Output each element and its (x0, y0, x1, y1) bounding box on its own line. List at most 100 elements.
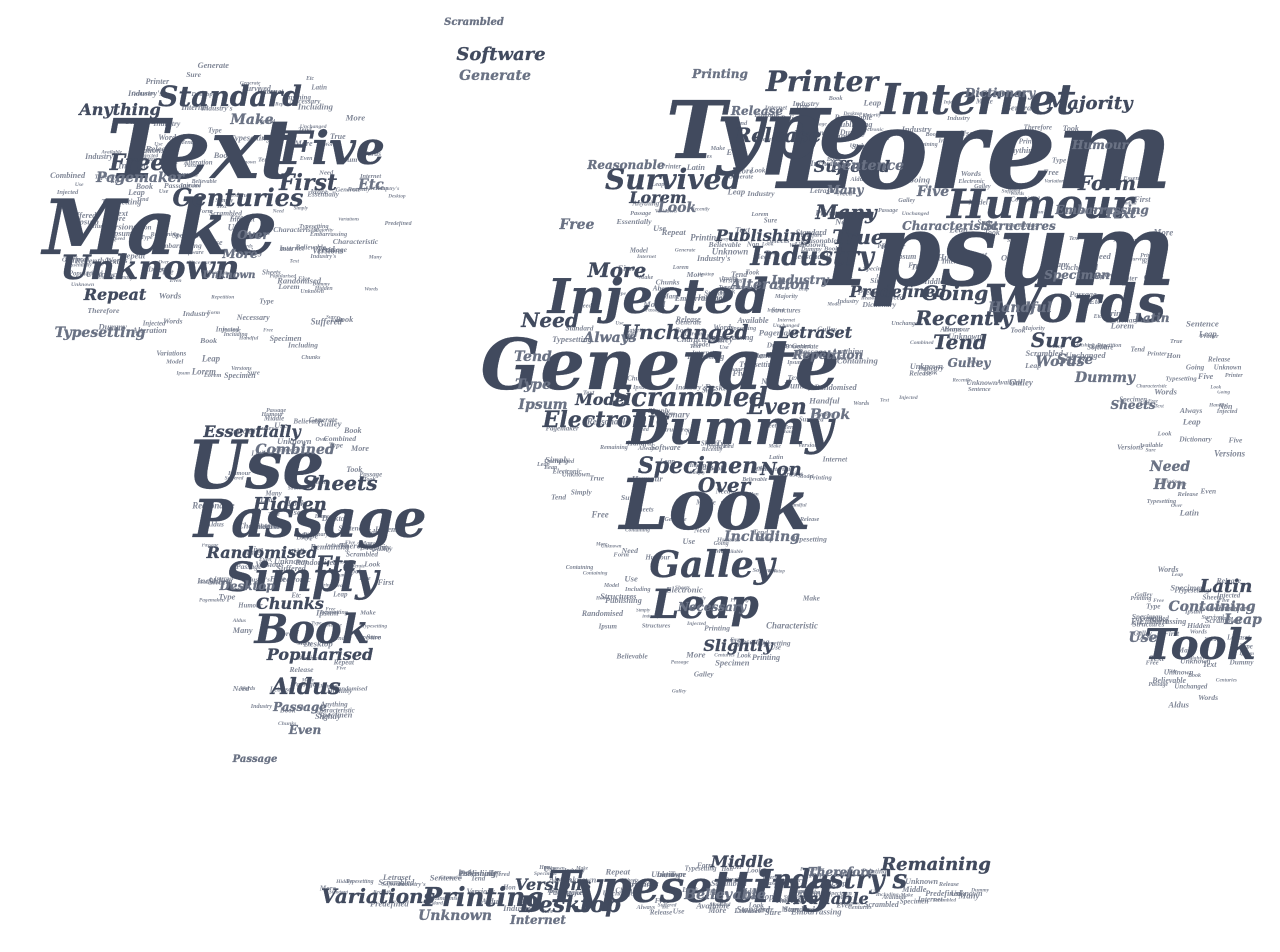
cloud-word-filler: Letraset (269, 685, 294, 694)
cloud-word-filler: Containing (1008, 221, 1038, 229)
cloud-word-filler: Reasonable (791, 252, 832, 262)
cloud-word-filler: Use (274, 419, 288, 430)
cloud-word-filler: Versions (797, 441, 821, 449)
cloud-word: Industry (750, 242, 874, 272)
cloud-word-filler: Galley (1009, 377, 1033, 388)
cloud-word-filler: Embarrassing (157, 241, 202, 251)
cloud-word-filler: Use (719, 345, 729, 352)
cloud-word-filler: Type (140, 234, 153, 241)
cloud-word-filler: Sentence (1186, 318, 1219, 329)
cloud-word-filler: Leap (536, 460, 550, 468)
cloud-word-filler: Centuries (714, 652, 735, 659)
cloud-word: Simply (225, 554, 379, 601)
cloud-word-filler: Leap (727, 186, 746, 197)
cloud-word-filler: Five (1197, 371, 1214, 381)
cloud-word-filler: Pagemaker (758, 327, 800, 338)
cloud-word-filler: Desktop (704, 382, 735, 393)
cloud-word-filler: Centuries (848, 904, 872, 911)
cloud-word-filler: Many (368, 254, 382, 261)
cloud-word-filler: Many (781, 904, 800, 914)
cloud-word: Unknown (418, 908, 492, 924)
cloud-word-filler: Typesetting (686, 351, 725, 361)
cloud-word-filler: Sheets (1202, 593, 1222, 602)
cloud-word-filler: Unchanged (772, 323, 800, 330)
cloud-word-filler: Many (958, 890, 980, 901)
cloud-word-filler: Dictionary (1179, 433, 1212, 443)
cloud-word-filler: Characteristic (273, 224, 319, 234)
cloud-word-filler: More (708, 905, 727, 915)
cloud-word-filler: Took (795, 128, 813, 139)
cloud-word-filler: Book (828, 94, 843, 102)
cloud-word-filler: Text (356, 541, 372, 551)
cloud-word-filler: Leap (798, 287, 809, 293)
cloud-word-filler: Ipsum (826, 131, 850, 142)
cloud-word-filler: Leap (1052, 344, 1064, 351)
cloud-word: Type (665, 83, 871, 177)
cloud-word-filler: Variations (654, 207, 678, 214)
cloud-word-filler: Model (692, 340, 711, 349)
cloud-word-filler: Galley (709, 334, 733, 344)
cloud-word-filler: Unchanged (849, 143, 882, 151)
cloud-word-filler: Galley (974, 182, 991, 190)
cloud-word-filler: Scrambled (1204, 615, 1241, 625)
cloud-word-filler: Passage (184, 163, 204, 170)
cloud-word: Structures (984, 219, 1056, 233)
cloud-word-filler: Industry's (201, 103, 233, 113)
cloud-word-filler: Including (223, 331, 248, 338)
cloud-word-filler: Typesetting (727, 324, 757, 332)
cloud-word-filler: Generate (321, 621, 342, 628)
cloud-word-filler: Anything (320, 700, 348, 709)
cloud-word-filler: Use (959, 128, 974, 138)
cloud-word-filler: Ipsum (1239, 650, 1254, 657)
cloud-word-filler: Hon (721, 866, 733, 874)
cloud-word-filler: Therefore (1217, 603, 1251, 613)
cloud-word-filler: Electronic (274, 447, 297, 454)
cloud-word-filler: Handful (239, 335, 259, 342)
cloud-word-filler: Typesetting (791, 534, 827, 544)
cloud-word-filler: Sure (1006, 237, 1019, 244)
cloud-word-filler: Typesetting (1177, 587, 1210, 595)
cloud-word-filler: Need (888, 292, 904, 302)
cloud-word-filler: Need (577, 302, 592, 310)
cloud-word-filler: Etc (662, 905, 669, 910)
cloud-word-filler: Specimen (224, 370, 256, 380)
cloud-word-filler: Typesetting (200, 270, 228, 277)
cloud-word-filler: Specimen (1170, 582, 1205, 593)
cloud-word-filler: Generate (664, 516, 687, 523)
cloud-word-filler: Generate (332, 559, 352, 566)
cloud-word-filler: Lorem (1110, 320, 1134, 331)
cloud-word-filler: Unchanged (544, 457, 575, 465)
cloud-word-filler: Hidden (687, 461, 707, 469)
cloud-word-filler: Took (745, 269, 760, 277)
cloud-word-filler: Galley (1133, 630, 1152, 638)
cloud-word-filler: Available (696, 900, 730, 911)
cloud-word-filler: Variations (1044, 178, 1067, 185)
cloud-word-filler: Desktop (303, 638, 333, 649)
cloud-word-filler: Many (297, 641, 312, 647)
cloud-word-filler: First (617, 263, 634, 273)
cloud-word-filler: Electronic (255, 520, 287, 530)
cloud-word: Lorem (777, 85, 1173, 214)
cloud-word-filler: Passage (645, 307, 663, 314)
cloud-word-filler: Text (1202, 660, 1217, 670)
cloud-word: Industry's (760, 865, 908, 895)
cloud-word-filler: Majority (565, 889, 589, 897)
cloud-word: Many (826, 183, 864, 197)
cloud-word-filler: Sure (764, 907, 782, 917)
cloud-word-filler: Typesetting (319, 609, 348, 616)
cloud-word: Look (657, 200, 697, 216)
cloud-word-filler: Printing (751, 652, 781, 662)
cloud-word: Printer (765, 65, 879, 98)
cloud-word-filler: Anything (659, 872, 680, 879)
cloud-word-filler: Latin (752, 464, 768, 472)
cloud-word: Ipsum (518, 397, 568, 413)
cloud-word-filler: Specimen (172, 231, 201, 240)
cloud-word-filler: Humour (716, 537, 741, 545)
cloud-word-filler: Lorem (1136, 634, 1155, 642)
cloud-word-filler: Humour (335, 573, 353, 579)
cloud-word-filler: Believable (616, 651, 648, 661)
cloud-word: Randomised (206, 543, 318, 562)
cloud-word-filler: Essentially (1123, 174, 1153, 182)
cloud-word-filler: Variations (651, 410, 676, 417)
cloud-word-filler: Necessary (289, 96, 321, 106)
